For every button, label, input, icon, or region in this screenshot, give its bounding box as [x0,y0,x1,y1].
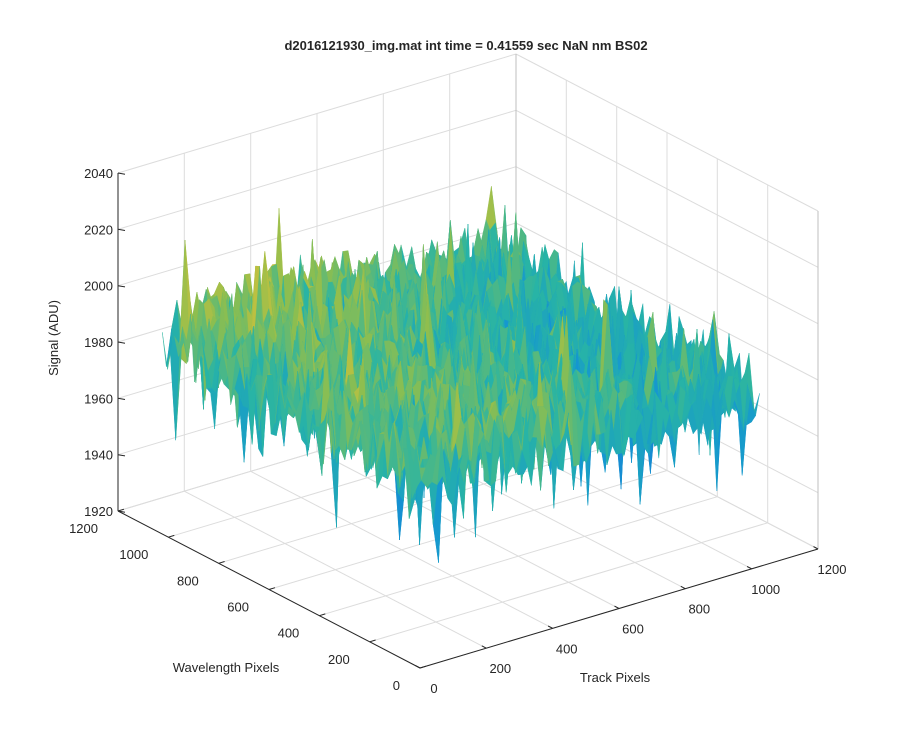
x-tick-mark [614,605,620,609]
x-tick-label: 0 [430,681,437,696]
axes [117,172,819,669]
grid-line [369,522,768,643]
y-tick-label: 1000 [119,547,148,562]
x-tick-label: 1000 [751,582,780,597]
x-tick-label: 400 [556,641,578,656]
x-tick-mark [481,645,487,649]
z-tick-label: 1920 [84,504,113,519]
tick-labels: 0 200 400 600 800 1000 1200 0 200 400 600 800 1000 12… [69,166,846,696]
x-tick-mark [813,546,819,550]
y-tick-mark [218,561,225,564]
z-tick-label: 1940 [84,448,113,463]
z-tick-label: 1980 [84,335,113,350]
z-tick-mark [117,510,126,513]
z-tick-label: 2000 [84,279,113,294]
grid-line [515,222,819,381]
grid-line [319,496,718,617]
y-tick-label: 600 [227,600,249,615]
y-tick-label: 400 [278,626,300,641]
z-tick-mark [117,172,126,175]
grid-line [117,53,517,174]
grid-line [117,109,517,230]
z-tick-mark [117,341,126,344]
y-tick-label: 0 [393,678,400,693]
y-tick-mark [268,587,276,590]
x-tick-mark [547,625,553,629]
y-tick-mark [168,534,175,538]
x-tick-mark [415,665,421,669]
grid-line [515,53,819,212]
z-tick-mark [117,285,126,288]
x-tick-mark [680,585,686,590]
z-tick-label: 2020 [84,222,113,237]
x-tick-label: 800 [688,602,710,617]
y-tick-label: 800 [177,573,199,588]
x-axis-label: Track Pixels [580,670,651,685]
x-tick-mark [746,566,752,570]
z-axis-label: Signal (ADU) [46,300,61,376]
x-tick-label: 600 [622,622,644,637]
z-tick-mark [117,228,126,231]
x-tick-label: 200 [489,661,511,676]
chart-title: d2016121930_img.mat int time = 0.41559 s… [284,38,647,53]
y-tick-mark [369,639,376,643]
y-tick-mark [419,665,427,669]
surface-plot [162,186,760,563]
grid-line [515,109,819,268]
grid-line [515,166,819,325]
z-tick-label: 2040 [84,166,113,181]
z-tick-label: 1960 [84,391,113,406]
x-tick-label: 1200 [818,562,847,577]
z-tick-mark [117,397,126,400]
y-axis-label: Wavelength Pixels [173,660,280,675]
y-tick-label: 1200 [69,521,98,536]
y-tick-mark [319,613,326,617]
z-tick-mark [117,454,126,457]
surface-cell [415,440,426,480]
grid-line [268,470,668,590]
y-tick-label: 200 [328,652,350,667]
